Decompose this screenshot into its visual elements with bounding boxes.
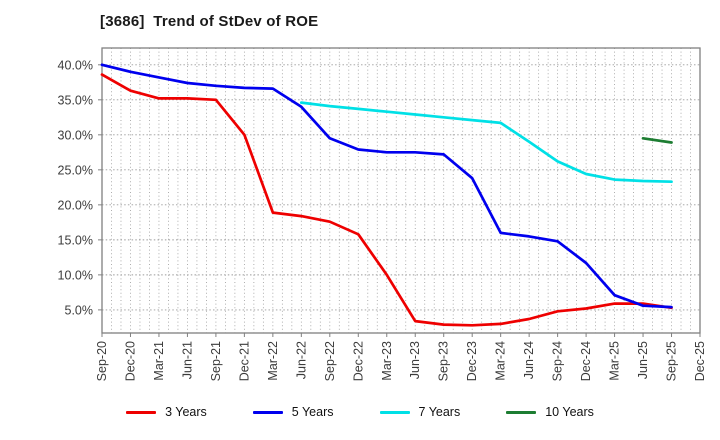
x-axis-tick-label: Jun-21 bbox=[180, 341, 194, 379]
y-axis-tick-label: 35.0% bbox=[58, 93, 93, 107]
x-axis-tick-label: Dec-25 bbox=[693, 341, 707, 381]
legend-swatch-5-years bbox=[252, 410, 283, 414]
legend-item-5-years: 5 Years bbox=[252, 405, 334, 419]
series-line-3-years bbox=[100, 73, 673, 327]
legend-label-10-years: 10 Years bbox=[545, 405, 594, 419]
x-axis-tick-label: Sep-23 bbox=[437, 341, 451, 381]
series-line-5-years bbox=[100, 63, 673, 309]
x-axis-tick-label: Dec-24 bbox=[579, 341, 593, 381]
plot-border bbox=[101, 47, 701, 334]
x-axis-tick-label: Sep-20 bbox=[95, 341, 109, 381]
x-axis-tick-label: Sep-21 bbox=[209, 341, 223, 381]
legend-item-7-years: 7 Years bbox=[379, 405, 461, 419]
y-axis-tick-label: 20.0% bbox=[58, 198, 93, 212]
y-axis-tick-label: 30.0% bbox=[58, 128, 93, 142]
legend-label-5-years: 5 Years bbox=[291, 405, 334, 419]
x-axis-tick-label: Dec-22 bbox=[351, 341, 365, 381]
y-axis-tick-label: 15.0% bbox=[58, 233, 93, 247]
x-axis-tick-label: Sep-24 bbox=[551, 341, 565, 381]
y-axis-tick-label: 25.0% bbox=[58, 163, 93, 177]
x-axis-tick-label: Mar-25 bbox=[608, 341, 622, 381]
x-axis-tick-label: Dec-23 bbox=[465, 341, 479, 381]
chart-title: [3686] Trend of StDev of ROE bbox=[100, 13, 319, 30]
x-axis-tick-label: Sep-22 bbox=[323, 341, 337, 381]
legend-swatch-3-years bbox=[126, 410, 157, 414]
x-axis-tick-label: Jun-25 bbox=[636, 341, 650, 379]
x-axis-tick-label: Dec-21 bbox=[237, 341, 251, 381]
legend-swatch-10-years bbox=[506, 410, 537, 414]
y-axis-tick-label: 40.0% bbox=[58, 58, 93, 72]
x-axis-tick-label: Mar-22 bbox=[266, 341, 280, 381]
x-axis-tick-label: Mar-24 bbox=[494, 341, 508, 381]
x-axis-tick-label: Jun-23 bbox=[408, 341, 422, 379]
chart-canvas: 40.0% 35.0% 30.0% 25.0% 20.0% 15.0% 10.0% 5.0% S… bbox=[58, 47, 707, 381]
legend-item-3-years: 3 Years bbox=[126, 405, 207, 419]
chart-legend: 3 Years 5 Years 7 Years 10 Years bbox=[0, 405, 720, 419]
legend-swatch-7-years bbox=[379, 410, 410, 414]
x-axis-tick-label: Dec-20 bbox=[123, 341, 137, 381]
series-line-10-years bbox=[641, 136, 673, 144]
y-axis-tick-label: 10.0% bbox=[58, 268, 93, 282]
y-axis-tick-label: 5.0% bbox=[65, 303, 94, 317]
legend-label-7-years: 7 Years bbox=[418, 405, 461, 419]
x-axis-tick-label: Sep-25 bbox=[665, 341, 679, 381]
x-axis-tick-label: Jun-24 bbox=[522, 341, 536, 379]
x-axis-tick-label: Jun-22 bbox=[294, 341, 308, 379]
legend-label-3-years: 3 Years bbox=[165, 405, 207, 419]
legend-item-10-years: 10 Years bbox=[506, 405, 594, 419]
series-line-7-years bbox=[299, 101, 673, 184]
x-axis-tick-label: Mar-21 bbox=[152, 341, 166, 381]
x-axis-tick-label: Mar-23 bbox=[380, 341, 394, 381]
